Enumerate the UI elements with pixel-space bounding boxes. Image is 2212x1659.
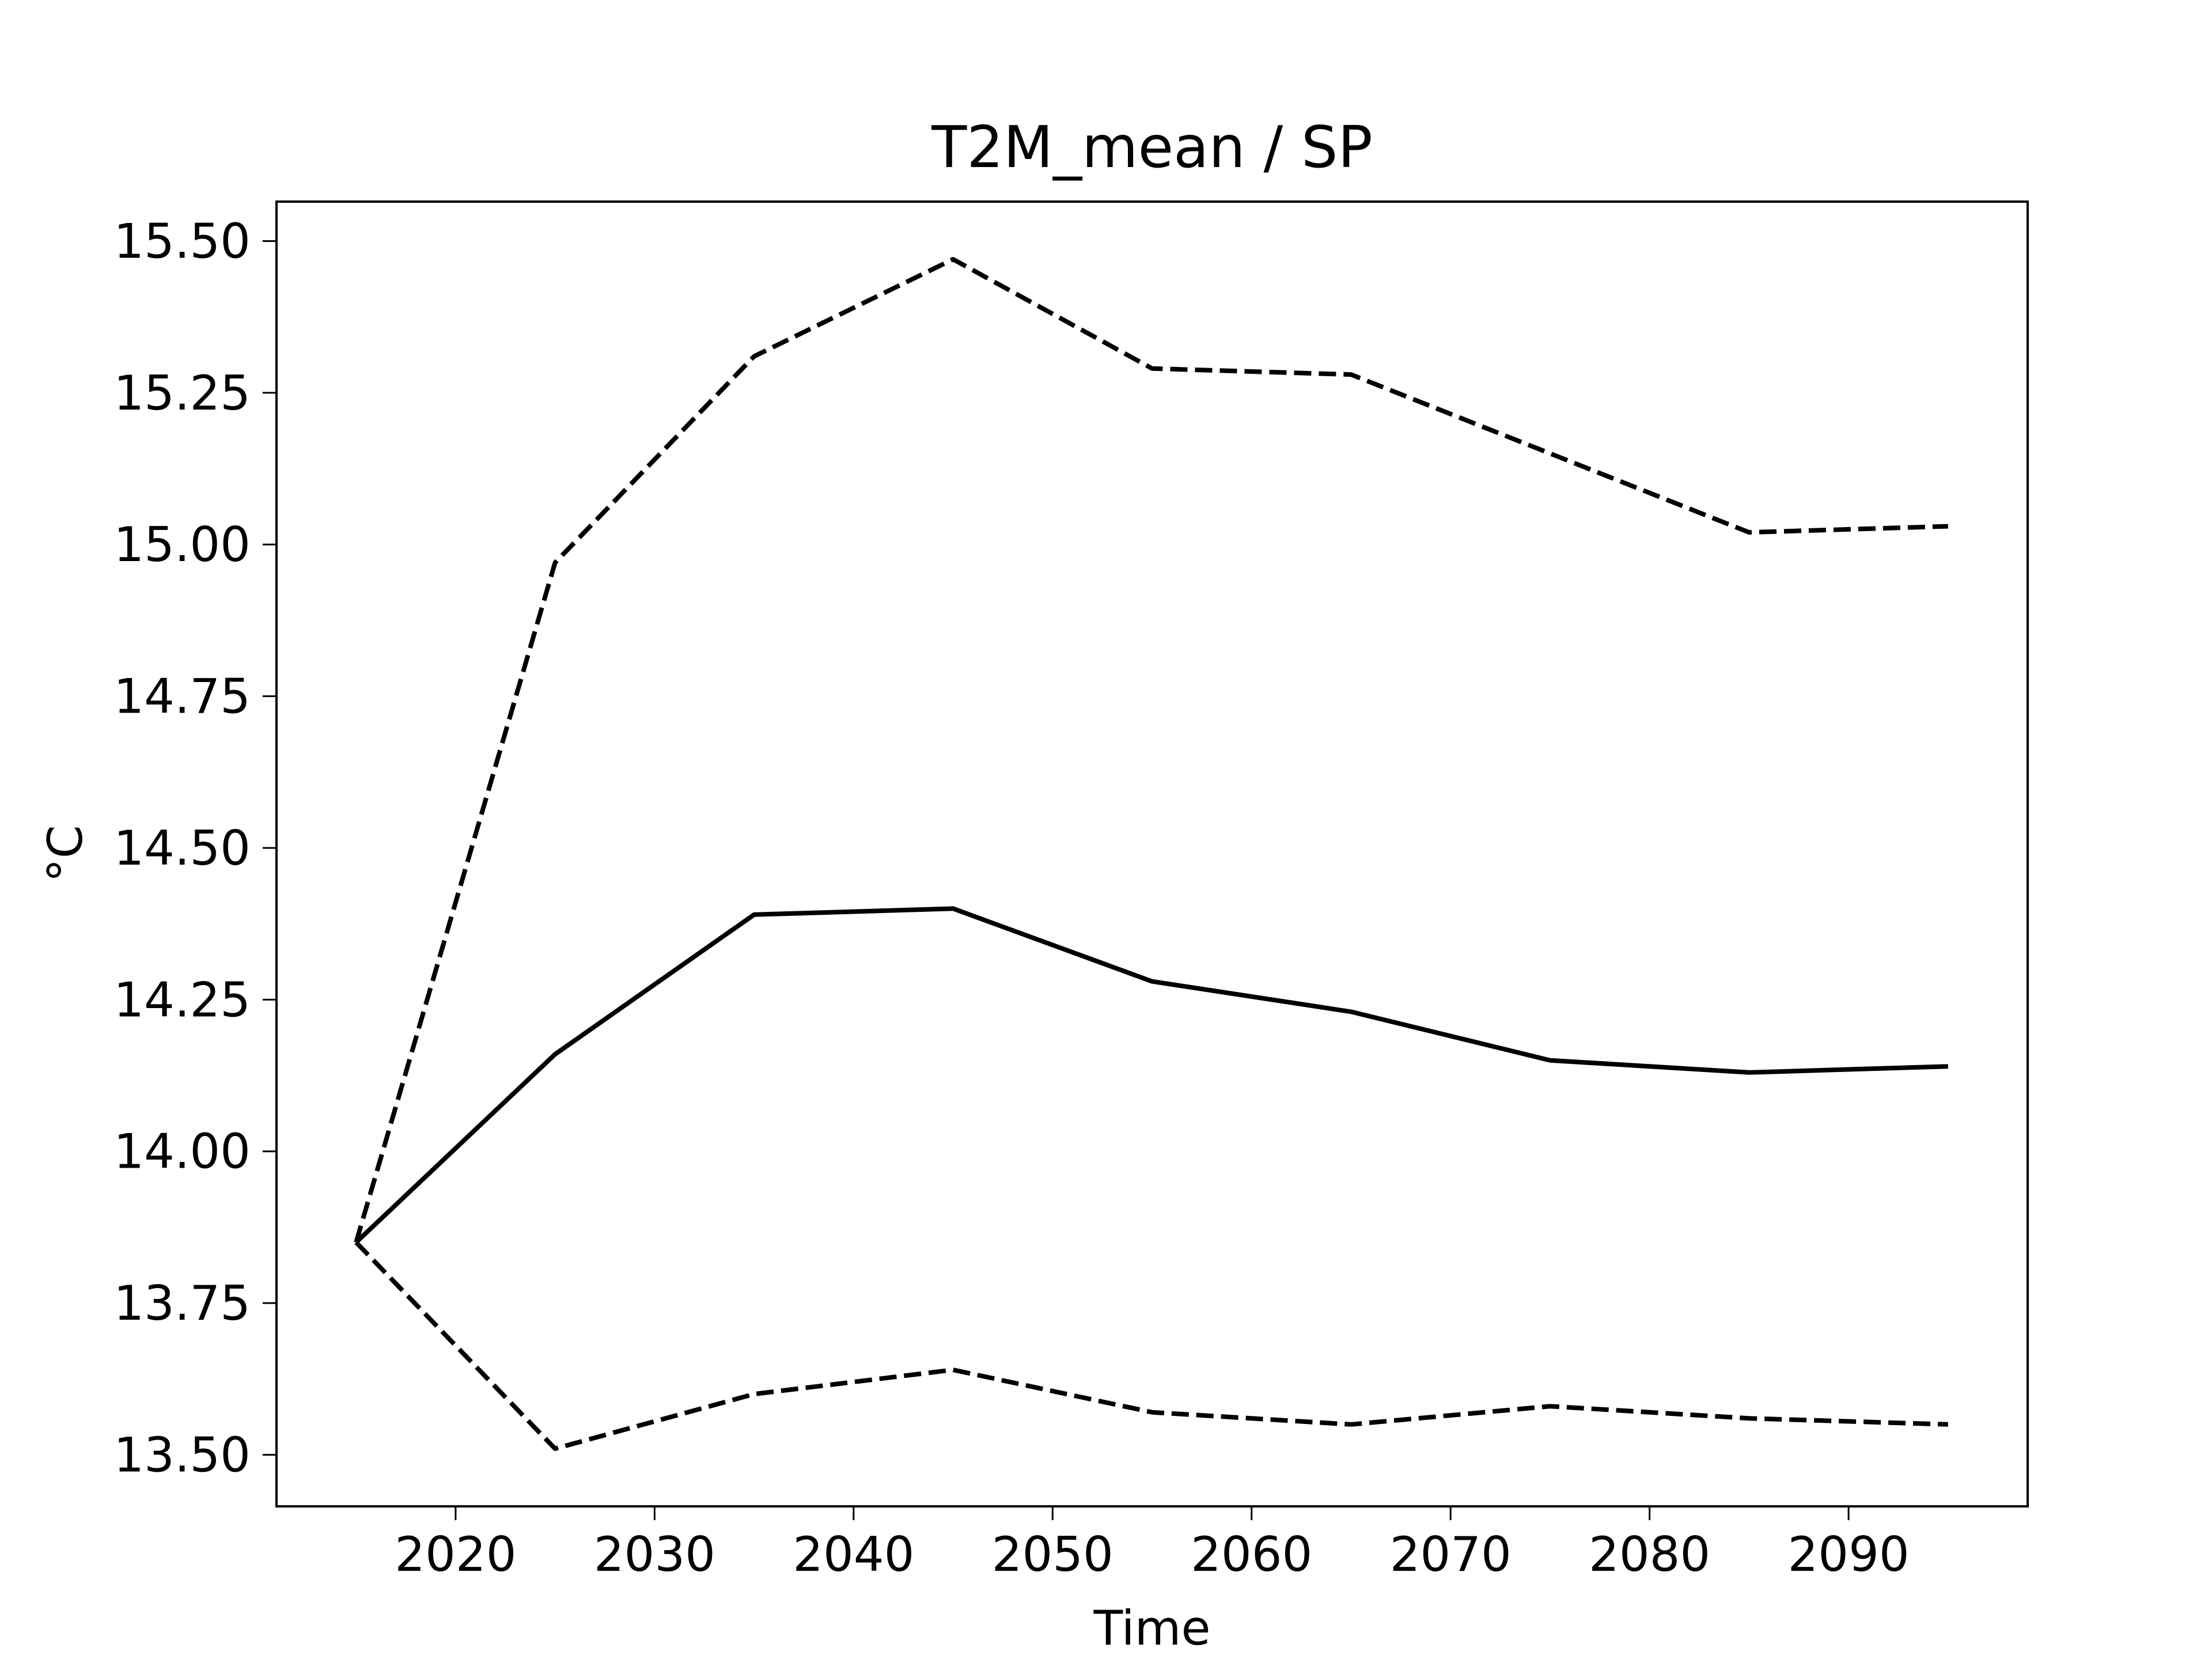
x-tick-label: 2040 <box>793 1527 914 1582</box>
x-tick-label: 2070 <box>1390 1527 1512 1582</box>
y-tick-label: 15.25 <box>113 365 251 421</box>
y-tick-label: 13.50 <box>113 1427 251 1483</box>
y-tick-label: 14.50 <box>113 820 251 876</box>
x-tick-label: 2050 <box>992 1527 1113 1582</box>
y-tick-label: 15.50 <box>113 213 251 269</box>
y-tick-label: 14.00 <box>113 1124 251 1180</box>
y-axis: 13.50 13.75 14.00 14.25 14.50 14.75 15.00 15.25… <box>113 213 276 1483</box>
x-tick-label: 2090 <box>1787 1527 1909 1582</box>
y-axis-label: °C <box>37 825 93 882</box>
y-tick-label: 13.75 <box>113 1275 251 1331</box>
axes-frame <box>275 200 2029 1508</box>
plot-area <box>354 257 1948 1451</box>
x-tick-label: 2060 <box>1191 1527 1312 1582</box>
x-tick-label: 2080 <box>1589 1527 1710 1582</box>
y-tick-label: 14.25 <box>113 972 251 1028</box>
dashed-series-line <box>354 257 1948 1243</box>
chart-title: T2M_mean / SP <box>931 113 1373 181</box>
y-tick-label: 15.00 <box>113 517 251 573</box>
solid-series-line <box>354 906 1948 1244</box>
x-axis-label: Time <box>1093 1600 1210 1656</box>
x-axis: 2020 2030 2040 2050 2060 2070 2080 2090 <box>395 1506 1910 1582</box>
y-tick-label: 14.75 <box>113 669 251 725</box>
x-tick-label: 2020 <box>395 1527 516 1582</box>
x-tick-label: 2030 <box>594 1527 715 1582</box>
dashed-series-line <box>354 1240 1948 1451</box>
